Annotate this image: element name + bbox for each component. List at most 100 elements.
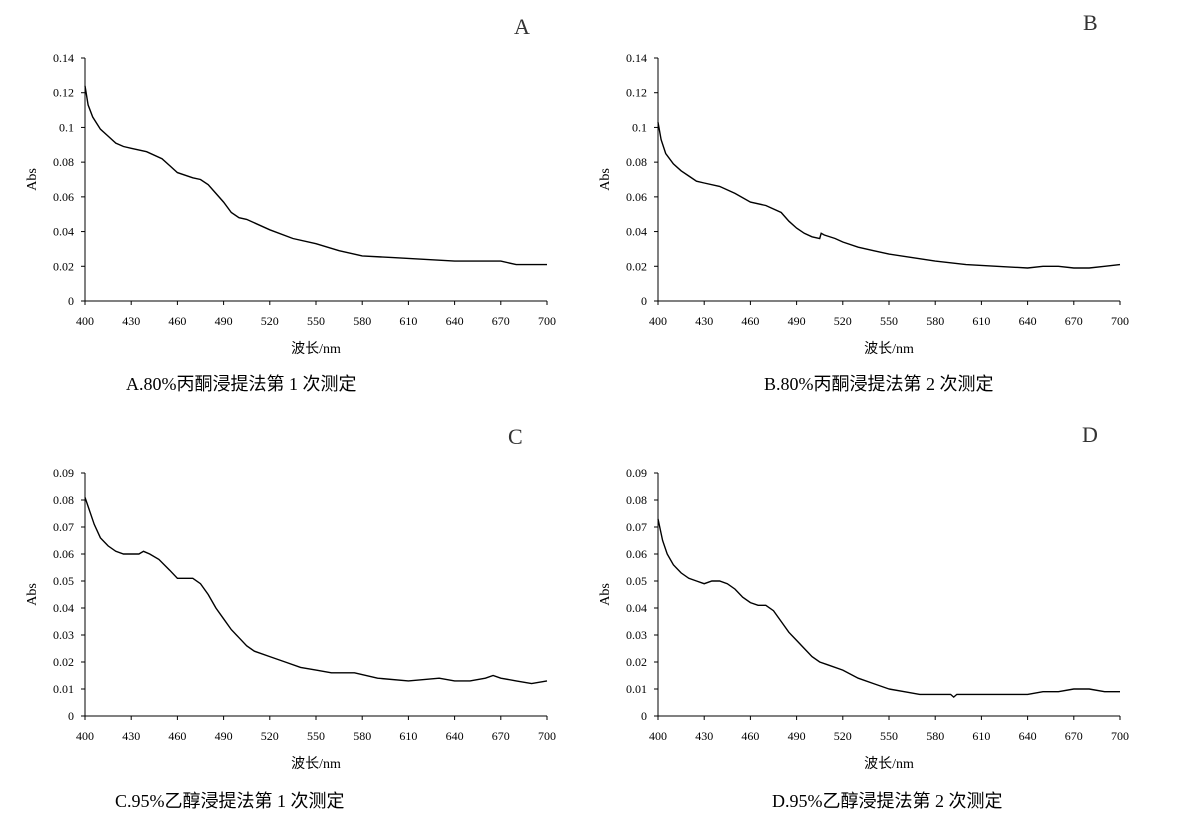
x-tick-label: 460 [741, 729, 759, 743]
x-tick-label: 640 [446, 729, 464, 743]
series-line-0 [84, 85, 547, 266]
y-tick-label: 0.08 [53, 493, 74, 507]
x-tick-label: 610 [972, 314, 990, 328]
x-tick-label: 640 [1019, 729, 1037, 743]
x-tick-label: 550 [307, 314, 325, 328]
x-tick-label: 550 [880, 314, 898, 328]
chart-panel-b: 0 0.02 0.04 0.06 0.08 0.1 0.12 0.14 400 430 460 490… [598, 10, 1129, 394]
y-tick-label: 0.05 [626, 574, 647, 588]
panel-letter: A [514, 14, 530, 39]
x-tick-label: 700 [538, 729, 556, 743]
x-tick-label: 490 [215, 729, 233, 743]
y-tick-label: 0.04 [626, 225, 647, 239]
chart-panel-c: 0 0.01 0.02 0.03 0.04 0.05 0.06 0.07 0.08 0.09 400… [25, 424, 556, 811]
panel-letter: B [1083, 10, 1098, 35]
y-tick-label: 0.07 [53, 520, 74, 534]
x-tick-label: 520 [261, 729, 279, 743]
chart-panel-a: 0 0.02 0.04 0.06 0.08 0.1 0.12 0.14 400 430 460 490… [25, 14, 556, 394]
x-tick-label: 460 [168, 729, 186, 743]
y-tick-label: 0.01 [53, 682, 74, 696]
y-tick-label: 0.02 [53, 655, 74, 669]
x-tick-label: 700 [538, 314, 556, 328]
y-tick-label: 0.03 [626, 628, 647, 642]
x-axis-label: 波长/nm [291, 341, 341, 357]
x-tick-label: 460 [168, 314, 186, 328]
y-tick-label: 0.06 [626, 547, 647, 561]
x-tick-label: 430 [122, 729, 140, 743]
x-tick-label: 670 [1065, 729, 1083, 743]
y-tick-label: 0.06 [53, 547, 74, 561]
x-tick-label: 580 [353, 729, 371, 743]
series-line-0 [657, 122, 1121, 269]
x-tick-label: 520 [261, 314, 279, 328]
x-tick-label: 520 [834, 729, 852, 743]
y-tick-label: 0.02 [626, 655, 647, 669]
x-tick-label: 490 [788, 314, 806, 328]
x-axis-label: 波长/nm [864, 756, 914, 772]
panel-letter: C [508, 424, 523, 449]
x-tick-label: 580 [926, 314, 944, 328]
y-tick-label: 0.08 [626, 155, 647, 169]
x-tick-label: 400 [649, 729, 667, 743]
chart-panel-d: 0 0.01 0.02 0.03 0.04 0.05 0.06 0.07 0.08 0.09 400… [598, 422, 1129, 811]
y-tick-label: 0.14 [626, 51, 647, 65]
x-tick-label: 430 [695, 314, 713, 328]
y-tick-label: 0.03 [53, 628, 74, 642]
chart-caption: B.80%丙酮浸提法第 2 次测定 [764, 374, 994, 394]
y-tick-label: 0.14 [53, 51, 74, 65]
x-tick-label: 700 [1111, 314, 1129, 328]
y-tick-label: 0 [641, 709, 647, 723]
y-axis-label: Abs [598, 583, 613, 606]
chart-caption: A.80%丙酮浸提法第 1 次测定 [126, 374, 357, 394]
y-tick-label: 0.06 [626, 190, 647, 204]
panel-letter: D [1082, 422, 1098, 447]
x-tick-label: 550 [880, 729, 898, 743]
y-tick-label: 0.1 [59, 120, 74, 134]
x-tick-label: 640 [1019, 314, 1037, 328]
x-axis-label: 波长/nm [291, 756, 341, 772]
x-tick-label: 520 [834, 314, 852, 328]
y-tick-label: 0.12 [53, 86, 74, 100]
x-tick-label: 400 [649, 314, 667, 328]
x-tick-label: 550 [307, 729, 325, 743]
y-tick-label: 0 [641, 294, 647, 308]
x-tick-label: 610 [972, 729, 990, 743]
x-tick-label: 640 [446, 314, 464, 328]
series-line-0 [84, 497, 548, 685]
y-tick-label: 0.02 [626, 259, 647, 273]
y-tick-label: 0.02 [53, 259, 74, 273]
x-tick-label: 400 [76, 314, 94, 328]
x-tick-label: 430 [695, 729, 713, 743]
x-tick-label: 700 [1111, 729, 1129, 743]
x-tick-label: 610 [399, 314, 417, 328]
y-tick-label: 0.08 [53, 155, 74, 169]
y-tick-label: 0.09 [53, 466, 74, 480]
y-axis-label: Abs [25, 583, 40, 606]
x-tick-label: 580 [926, 729, 944, 743]
y-tick-label: 0.07 [626, 520, 647, 534]
y-tick-label: 0.04 [626, 601, 647, 615]
x-tick-label: 490 [788, 729, 806, 743]
y-tick-label: 0.1 [632, 120, 647, 134]
y-tick-label: 0.09 [626, 466, 647, 480]
chart-caption: D.95%乙醇浸提法第 2 次测定 [772, 791, 1003, 811]
y-tick-label: 0 [68, 294, 74, 308]
series-line-0 [657, 518, 1120, 699]
x-tick-label: 670 [1065, 314, 1083, 328]
chart-caption: C.95%乙醇浸提法第 1 次测定 [115, 791, 345, 811]
y-tick-label: 0.06 [53, 190, 74, 204]
x-tick-label: 670 [492, 314, 510, 328]
x-tick-label: 400 [76, 729, 94, 743]
x-tick-label: 430 [122, 314, 140, 328]
x-tick-label: 610 [399, 729, 417, 743]
y-axis-label: Abs [25, 168, 40, 191]
y-axis-label: Abs [598, 168, 613, 191]
x-tick-label: 580 [353, 314, 371, 328]
x-tick-label: 670 [492, 729, 510, 743]
y-tick-label: 0.05 [53, 574, 74, 588]
y-tick-label: 0 [68, 709, 74, 723]
x-axis-label: 波长/nm [864, 341, 914, 357]
x-tick-label: 490 [215, 314, 233, 328]
y-tick-label: 0.08 [626, 493, 647, 507]
